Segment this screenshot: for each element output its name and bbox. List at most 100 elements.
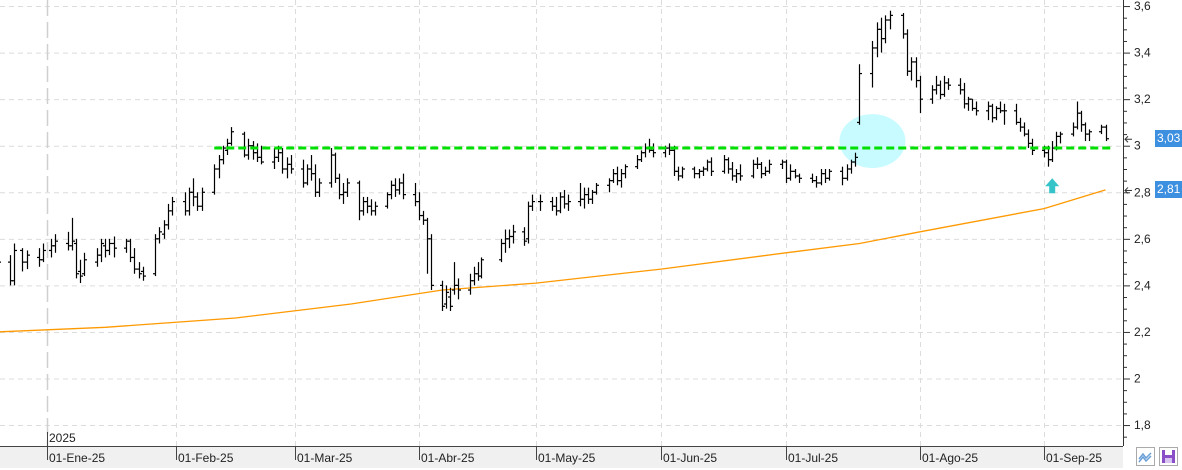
ohlc-bar [619,168,624,188]
moving-average [0,189,1106,333]
ohlc-bar [499,238,504,263]
ohlc-bar [503,229,508,253]
price-marker: 2,81 [1155,181,1182,198]
ohlc-bar [810,173,815,183]
ohlc-bar [99,238,104,263]
y-tick-label: 2,8 [1134,185,1151,199]
ohlc-bar [217,155,222,179]
ohlc-bar [623,164,628,179]
ohlc-bar [651,143,656,158]
ohlc-bar [697,168,702,179]
ohlc-bar [389,180,394,200]
ohlc-bar [0,261,1,263]
ohlc-bar [1099,124,1104,135]
ohlc-bar [229,127,234,146]
ohlc-bar [709,157,714,176]
save-button[interactable] [1159,447,1178,466]
ohlc-bar [958,78,963,95]
ohlc-bar [12,243,17,286]
ohlc-bar [476,262,481,281]
x-tick-label: 01-Feb-25 [178,451,234,465]
ohlc-bar [990,103,995,123]
ohlc-bar [170,196,175,216]
ohlc-bar [78,259,83,284]
ohlc-bar [393,178,398,197]
ohlc-bar [734,168,739,183]
ohlc-bar [191,178,196,207]
ohlc-bar [221,145,226,165]
ohlc-bar [692,166,697,179]
x-tick-label: 01-Ene-25 [49,451,105,465]
marker-arrow-head [1124,135,1129,143]
y-tick-label: 2,4 [1134,278,1151,292]
ohlc-bar [53,234,58,253]
ohlc-bar [429,234,434,291]
ohlc-bar [70,217,75,251]
ohlc-bar [814,175,819,188]
ohlc-bar [905,29,910,76]
ohlc-bar [373,201,378,216]
ohlc-bar [840,166,845,186]
ohlc-bar [857,64,862,125]
ohlc-bar [788,164,793,181]
ohlc-bar [1058,131,1063,144]
ohlc-bar [554,196,559,216]
ohlc-bar [103,238,108,258]
ohlc-bar [41,243,46,263]
ohlc-bar [369,199,374,216]
x-tick-label: 01-Ago-25 [922,451,978,465]
ohlc-bar [594,182,599,195]
ohlc-bar [1050,141,1055,163]
ohlc-bar [472,266,477,286]
ohlc-bar [401,173,406,200]
ohlc-bar [879,17,884,53]
ohlc-bar [397,178,402,195]
ohlc-bar [823,168,828,183]
ohlc-bar [479,257,484,279]
ohlc-bar [611,168,616,183]
ohlc-bar [755,157,760,169]
arrow-up-icon [1045,178,1060,194]
y-tick-label: 2,6 [1134,232,1151,246]
ohlc-bar [738,164,743,181]
x-tick-label: 01-Jun-25 [663,451,717,465]
ohlc-bar [1104,124,1109,142]
ohlc-bar [137,262,142,279]
x-axis[interactable]: 01-Ene-25 01-Feb-25 01-Mar-25 01-Abr-25 01-M… [0,431,1123,465]
ohlc-bar [582,187,587,209]
ohlc-bar [615,166,620,186]
ohlc-bar [337,173,342,200]
ohlc-bar [195,192,200,211]
ohlc-bar [468,273,473,295]
x-tick-label: 01-Sep-25 [1046,451,1102,465]
ohlc-bar [259,145,264,165]
highlight-layer [839,114,906,169]
year-label: 2025 [49,431,76,445]
ohlc-bar [82,252,87,277]
ohlc-bar [914,57,919,88]
save-icon [1162,450,1175,463]
x-tick-label: 01-Jul-25 [788,451,838,465]
ohlc-bar [1087,129,1092,142]
ohlc-bar [643,143,648,158]
support-line-layer [214,146,1114,194]
chart-type-button[interactable] [1136,447,1155,466]
ohlc-bar [345,178,350,197]
ohlc-bar [183,192,188,216]
y-axis[interactable]: 3,6 3,4 3,2 3 2,8 2,6 2,4 2,2 2 1,8 [1123,0,1151,446]
ohlc-bar [1075,101,1080,130]
ohlc-bar [246,138,251,160]
ohlc-bar [726,157,731,174]
y-tick-label: 3,2 [1134,92,1151,106]
ohlc-bar [797,173,802,183]
ohlc-bar [128,238,133,263]
ohlc-bar [200,187,205,211]
ohlc-bar [767,159,772,174]
ohlc-bar [962,82,967,109]
chart-type-icon [1138,452,1152,463]
ohlc-bar [212,164,217,195]
ohlc-bar [870,40,875,88]
ohlc-bar [1026,129,1031,149]
ohlc-bar [701,166,706,176]
